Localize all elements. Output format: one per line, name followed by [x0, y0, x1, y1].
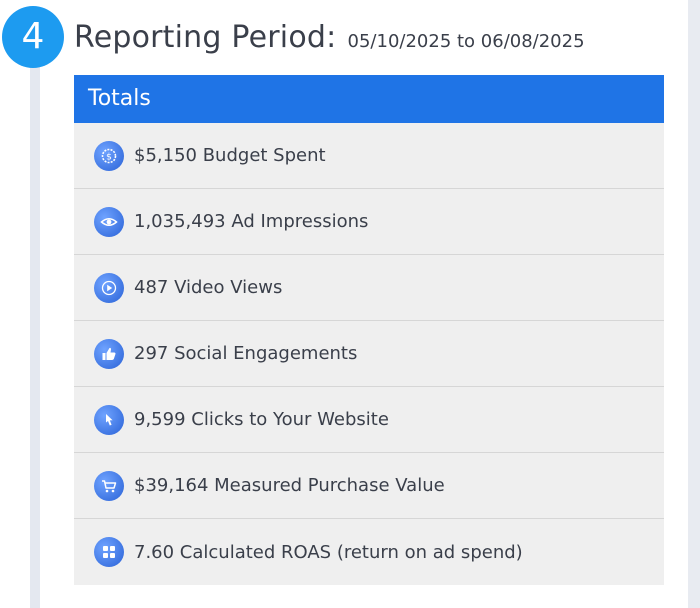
- cart-icon: [94, 470, 124, 501]
- calculator-icon: [94, 537, 124, 567]
- metric-engagements-text: 297 Social Engagements: [134, 343, 358, 364]
- metric-roas-text: 7.60 Calculated ROAS (return on ad spend…: [134, 541, 523, 563]
- eye-icon: [94, 206, 124, 237]
- reporting-period-range: 05/10/2025 to 06/08/2025: [347, 31, 585, 52]
- play-icon: [94, 272, 124, 303]
- metric-budget-text: $5,150 Budget Spent: [134, 145, 326, 166]
- metric-row-clicks: 9,599 Clicks to Your Website: [74, 387, 664, 453]
- metric-row-impressions: 1,035,493 Ad Impressions: [74, 189, 664, 255]
- metric-impressions-text: 1,035,493 Ad Impressions: [134, 211, 369, 232]
- reporting-period-label: Reporting Period:: [74, 20, 337, 55]
- left-rail: [30, 44, 40, 608]
- metric-row-video-views: 487 Video Views: [74, 255, 664, 321]
- thumbs-up-icon: [94, 338, 124, 369]
- metric-purchase-value-text: $39,164 Measured Purchase Value: [134, 475, 445, 496]
- reporting-period-header: Reporting Period: 05/10/2025 to 06/08/20…: [74, 20, 585, 64]
- metric-row-budget: $ $5,150 Budget Spent: [74, 123, 664, 189]
- right-rail: [688, 0, 700, 608]
- metric-video-views-text: 487 Video Views: [134, 277, 283, 298]
- budget-icon: $: [94, 140, 124, 171]
- metric-row-purchase-value: $39,164 Measured Purchase Value: [74, 453, 664, 519]
- svg-text:$: $: [106, 152, 112, 162]
- metric-row-roas: 7.60 Calculated ROAS (return on ad spend…: [74, 519, 664, 585]
- step-number-badge: 4: [2, 6, 64, 68]
- metric-row-engagements: 297 Social Engagements: [74, 321, 664, 387]
- totals-card: Totals $ $5,150 Budget Spent 1,035,493 A…: [74, 75, 664, 585]
- metric-clicks-text: 9,599 Clicks to Your Website: [134, 409, 389, 430]
- totals-title: Totals: [74, 75, 664, 123]
- pointer-icon: [94, 404, 124, 435]
